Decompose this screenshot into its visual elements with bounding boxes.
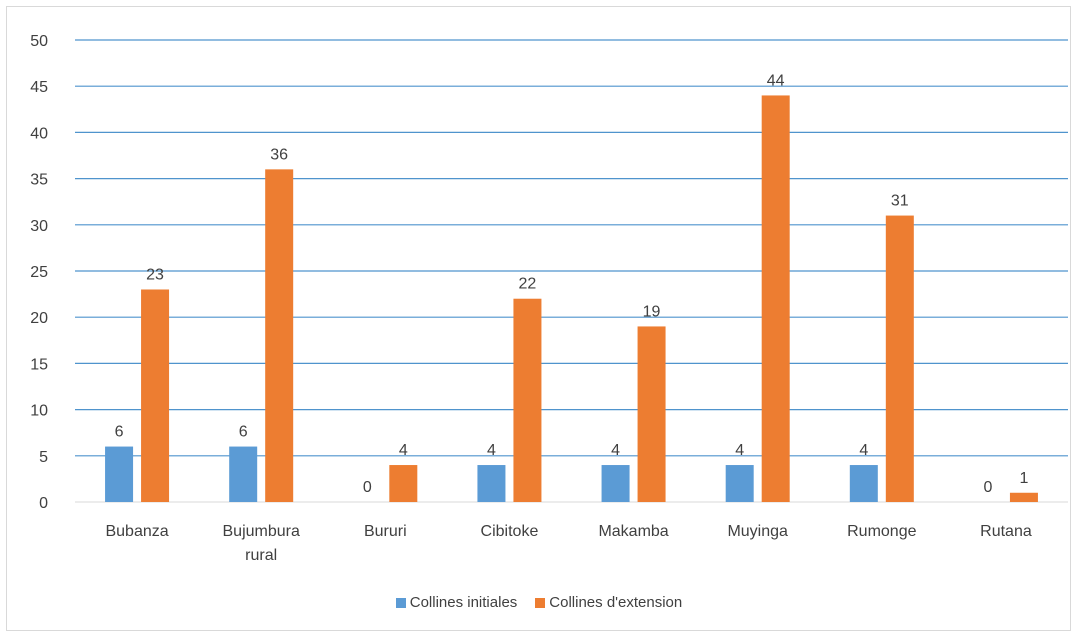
bar-extension <box>141 289 170 502</box>
bar-initiales <box>229 446 258 502</box>
y-tick-label: 50 <box>30 33 48 50</box>
bars <box>105 95 1038 503</box>
bar-extension <box>761 95 790 502</box>
legend-swatch-series-1 <box>395 597 406 608</box>
data-label: 4 <box>399 442 408 459</box>
data-label: 31 <box>891 193 909 210</box>
x-tick-label: Bujumbura <box>223 523 300 540</box>
data-label: 0 <box>983 479 992 496</box>
legend-item-series-2: Collines d'extension <box>535 594 682 611</box>
y-tick-label: 45 <box>30 79 48 96</box>
legend-swatch-series-2 <box>535 597 546 608</box>
legend-item-series-1: Collines initiales <box>395 594 518 611</box>
x-tick-label: Bubanza <box>105 523 168 540</box>
data-label: 19 <box>643 303 661 320</box>
x-tick-label: Cibitoke <box>481 523 539 540</box>
bar-extension <box>1009 492 1038 502</box>
bar-initiales <box>849 465 878 502</box>
x-tick-label: rural <box>245 547 277 564</box>
bar-extension <box>513 298 542 502</box>
bar-initiales <box>477 465 506 502</box>
y-tick-label: 40 <box>30 125 48 142</box>
x-tick-label: Rutana <box>980 523 1032 540</box>
x-tick-label: Makamba <box>598 523 668 540</box>
bar-initiales <box>601 465 630 502</box>
y-tick-label: 35 <box>30 172 48 189</box>
data-label: 23 <box>146 266 164 283</box>
bar-extension <box>389 465 418 502</box>
y-tick-label: 5 <box>39 449 48 466</box>
y-tick-label: 15 <box>30 356 48 373</box>
data-label: 4 <box>859 442 868 459</box>
data-label: 1 <box>1019 470 1028 487</box>
y-tick-label: 10 <box>30 403 48 420</box>
gridlines <box>75 39 1068 503</box>
y-axis: 0 5 10 15 20 25 30 35 40 45 50 <box>30 33 48 512</box>
bar-initiales <box>105 446 134 502</box>
data-label: 0 <box>363 479 372 496</box>
y-tick-label: 25 <box>30 264 48 281</box>
legend: Collines initiales Collines d'extension <box>0 594 1078 611</box>
bar-initiales <box>725 465 754 502</box>
legend-label-series-1: Collines initiales <box>409 594 518 611</box>
bar-extension <box>265 169 294 503</box>
y-tick-label: 0 <box>39 495 48 512</box>
data-label: 4 <box>611 442 620 459</box>
y-tick-label: 30 <box>30 218 48 235</box>
data-label: 6 <box>115 424 124 441</box>
data-label: 4 <box>487 442 496 459</box>
x-tick-label: Bururi <box>364 523 407 540</box>
x-tick-label: Muyinga <box>727 523 788 540</box>
x-tick-label: Rumonge <box>847 523 916 540</box>
bar-extension <box>885 215 914 502</box>
data-label: 36 <box>270 146 288 163</box>
data-label: 4 <box>735 442 744 459</box>
data-label: 44 <box>767 72 785 89</box>
data-label: 6 <box>239 424 248 441</box>
data-label: 22 <box>519 276 537 293</box>
y-tick-label: 20 <box>30 310 48 327</box>
bar-extension <box>637 326 666 502</box>
x-axis: Bubanza Bujumbura rural Bururi Cibitoke Makam… <box>105 523 1031 564</box>
legend-label-series-2: Collines d'extension <box>549 594 683 611</box>
